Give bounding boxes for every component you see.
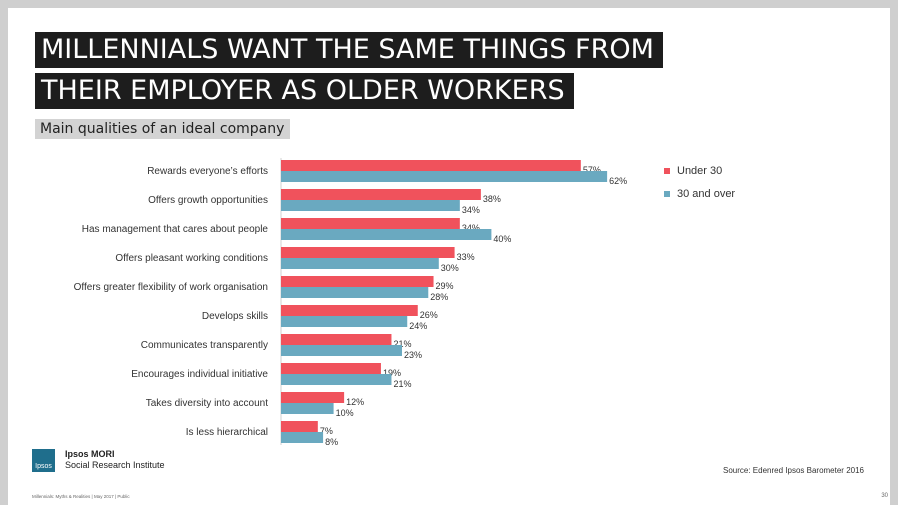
value-label-30-and-over-offers-growth-opportunities: 34% bbox=[462, 205, 480, 215]
value-label-30-and-over-is-less-hierarchical: 8% bbox=[325, 437, 338, 447]
legend-swatch-30-and-over bbox=[664, 191, 670, 197]
value-label-30-and-over-takes-diversity-into-account: 10% bbox=[336, 408, 354, 418]
category-label-takes-diversity-into-account: Takes diversity into account bbox=[146, 398, 269, 409]
bar-under-30-encourages-individual-initiative bbox=[281, 363, 381, 374]
value-label-30-and-over-has-management-that-cares-about-people: 40% bbox=[493, 234, 511, 244]
value-label-under-30-rewards-everyone-s-efforts: 57% bbox=[583, 165, 601, 175]
source-note: Source: Edenred Ipsos Barometer 2016 bbox=[723, 466, 864, 475]
bar-chart: Rewards everyone’s efforts 57% 62% Offers g… bbox=[74, 158, 627, 447]
value-label-30-and-over-offers-pleasant-working-conditions: 30% bbox=[441, 263, 459, 273]
legend-item-30-and-over: 30 and over bbox=[664, 188, 735, 200]
category-label-communicates-transparently: Communicates transparently bbox=[141, 340, 268, 351]
company-subtitle: Social Research Institute bbox=[65, 460, 165, 470]
bar-30-and-over-encourages-individual-initiative bbox=[281, 374, 392, 385]
footer-text: Millennials: Myths & Realities | May 201… bbox=[32, 494, 130, 499]
bar-under-30-is-less-hierarchical bbox=[281, 421, 318, 432]
category-label-encourages-individual-initiative: Encourages individual initiative bbox=[131, 369, 268, 380]
value-label-under-30-has-management-that-cares-about-people: 34% bbox=[462, 223, 480, 233]
category-label-offers-pleasant-working-conditions: Offers pleasant working conditions bbox=[115, 253, 268, 264]
value-label-under-30-is-less-hierarchical: 7% bbox=[320, 426, 333, 436]
bar-30-and-over-offers-pleasant-working-conditions bbox=[281, 258, 439, 269]
bar-under-30-takes-diversity-into-account bbox=[281, 392, 345, 403]
bar-under-30-offers-growth-opportunities bbox=[281, 189, 481, 200]
value-label-under-30-communicates-transparently: 21% bbox=[393, 339, 411, 349]
bar-under-30-has-management-that-cares-about-people bbox=[281, 218, 460, 229]
value-label-under-30-offers-pleasant-working-conditions: 33% bbox=[457, 252, 475, 262]
bar-30-and-over-communicates-transparently bbox=[281, 345, 402, 356]
bar-under-30-develops-skills bbox=[281, 305, 418, 316]
bar-30-and-over-has-management-that-cares-about-people bbox=[281, 229, 492, 240]
value-label-30-and-over-encourages-individual-initiative: 21% bbox=[393, 379, 411, 389]
legend-item-under-30: Under 30 bbox=[664, 165, 722, 177]
category-label-is-less-hierarchical: Is less hierarchical bbox=[186, 427, 268, 438]
value-label-under-30-offers-greater-flexibility-of-work-organisation: 29% bbox=[436, 281, 454, 291]
bar-under-30-offers-pleasant-working-conditions bbox=[281, 247, 455, 258]
bar-30-and-over-takes-diversity-into-account bbox=[281, 403, 334, 414]
slide-title-line-1: MILLENNIALS WANT THE SAME THINGS FROM bbox=[35, 32, 663, 68]
category-label-rewards-everyone-s-efforts: Rewards everyone’s efforts bbox=[147, 166, 268, 177]
slide: MILLENNIALS WANT THE SAME THINGS FROM TH… bbox=[8, 8, 890, 505]
legend-label-under-30: Under 30 bbox=[677, 165, 723, 177]
value-label-under-30-takes-diversity-into-account: 12% bbox=[346, 397, 364, 407]
legend-label-30-and-over: 30 and over bbox=[677, 188, 736, 200]
bar-under-30-rewards-everyone-s-efforts bbox=[281, 160, 581, 171]
value-label-30-and-over-offers-greater-flexibility-of-work-organisation: 28% bbox=[430, 292, 448, 302]
ipsos-logo: Ipsos bbox=[32, 449, 55, 472]
category-label-offers-greater-flexibility-of-work-organisation: Offers greater flexibility of work organ… bbox=[74, 282, 268, 293]
bar-30-and-over-rewards-everyone-s-efforts bbox=[281, 171, 608, 182]
category-label-has-management-that-cares-about-people: Has management that cares about people bbox=[82, 224, 269, 235]
slide-title-line-2: THEIR EMPLOYER AS OLDER WORKERS bbox=[35, 73, 574, 109]
value-label-under-30-encourages-individual-initiative: 19% bbox=[383, 368, 401, 378]
value-label-30-and-over-communicates-transparently: 23% bbox=[404, 350, 422, 360]
bar-30-and-over-offers-growth-opportunities bbox=[281, 200, 460, 211]
value-label-under-30-develops-skills: 26% bbox=[420, 310, 438, 320]
page-number: 30 bbox=[881, 493, 888, 499]
value-label-under-30-offers-growth-opportunities: 38% bbox=[483, 194, 501, 204]
bar-under-30-offers-greater-flexibility-of-work-organisation bbox=[281, 276, 434, 287]
legend-swatch-under-30 bbox=[664, 168, 670, 174]
value-label-30-and-over-develops-skills: 24% bbox=[409, 321, 427, 331]
bar-30-and-over-develops-skills bbox=[281, 316, 408, 327]
bar-under-30-communicates-transparently bbox=[281, 334, 392, 345]
category-label-offers-growth-opportunities: Offers growth opportunities bbox=[148, 195, 268, 206]
value-label-30-and-over-rewards-everyone-s-efforts: 62% bbox=[609, 176, 627, 186]
slide-subtitle: Main qualities of an ideal company bbox=[35, 119, 291, 139]
category-label-develops-skills: Develops skills bbox=[202, 311, 268, 322]
ipsos-logo-text: Ipsos bbox=[35, 463, 52, 470]
bar-30-and-over-offers-greater-flexibility-of-work-organisation bbox=[281, 287, 429, 298]
bar-30-and-over-is-less-hierarchical bbox=[281, 432, 324, 443]
company-name: Ipsos MORI bbox=[65, 449, 115, 459]
